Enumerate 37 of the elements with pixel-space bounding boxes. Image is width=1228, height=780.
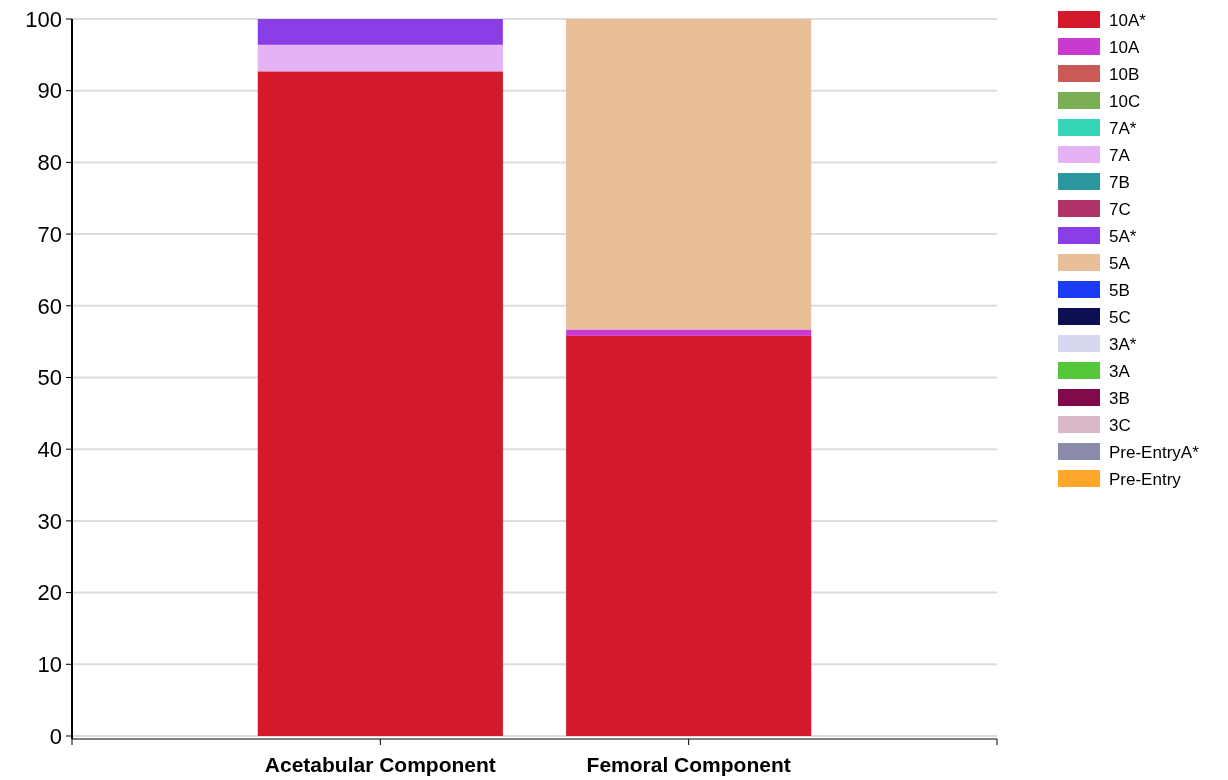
y-tick-label: 90 bbox=[37, 78, 62, 104]
x-tick-label: Femoral Component bbox=[586, 753, 791, 776]
y-tick-label: 30 bbox=[37, 508, 62, 534]
bar bbox=[566, 19, 812, 330]
legend-label: 10B bbox=[1109, 64, 1140, 84]
legend-label: 3C bbox=[1109, 415, 1131, 435]
legend-label: 10A bbox=[1109, 37, 1140, 57]
legend-label: 7B bbox=[1109, 172, 1130, 192]
legend-label: 7A* bbox=[1109, 118, 1137, 138]
y-tick-label: 20 bbox=[37, 580, 62, 606]
bar bbox=[257, 71, 503, 736]
legend-label: 5A* bbox=[1109, 226, 1137, 246]
legend-label: 5B bbox=[1109, 280, 1130, 300]
x-tick-label: Acetabular Component bbox=[264, 753, 496, 776]
legend-label: 7C bbox=[1109, 199, 1131, 219]
y-tick-label: 100 bbox=[25, 6, 62, 32]
y-tick-label: 70 bbox=[37, 221, 62, 247]
legend-label: Pre-EntryA* bbox=[1109, 442, 1200, 462]
legend-label: 3A* bbox=[1109, 334, 1137, 354]
bar bbox=[566, 335, 812, 736]
bar bbox=[257, 19, 503, 45]
legend-label: 10A* bbox=[1109, 10, 1147, 30]
legend-label: 3A bbox=[1109, 361, 1131, 381]
legend-label: Pre-Entry bbox=[1109, 469, 1182, 489]
y-tick-label: 10 bbox=[37, 652, 62, 677]
legend-label: 3B bbox=[1109, 388, 1130, 408]
y-tick-label: 60 bbox=[37, 293, 62, 319]
y-tick-label: 40 bbox=[37, 436, 62, 462]
legend-label: 7A bbox=[1109, 145, 1131, 165]
legend-label: 5A bbox=[1109, 253, 1131, 273]
y-tick-label: 50 bbox=[37, 365, 62, 391]
bar bbox=[566, 329, 812, 336]
legend-label: 5C bbox=[1109, 307, 1131, 327]
y-tick-label: 0 bbox=[49, 723, 62, 749]
bar bbox=[257, 44, 503, 72]
legend-label: 10C bbox=[1109, 91, 1141, 111]
y-tick-label: 80 bbox=[37, 150, 62, 176]
